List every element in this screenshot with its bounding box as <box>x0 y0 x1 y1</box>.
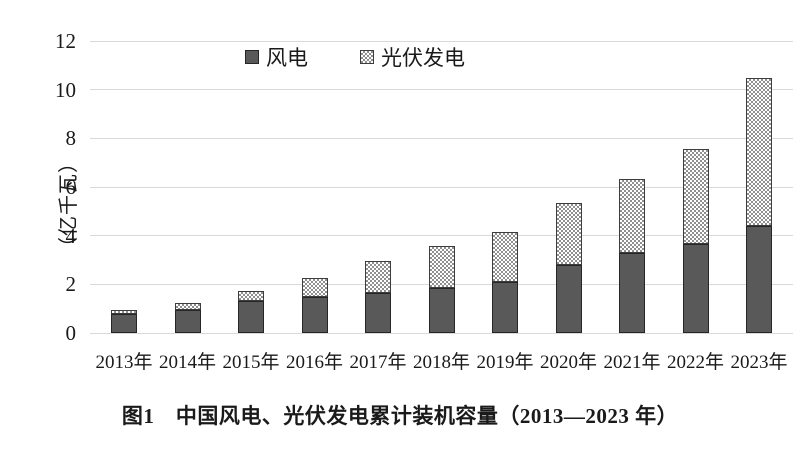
x-label-2016年: 2016年 <box>285 352 343 373</box>
legend-entry-solar: 光伏发电 <box>360 42 465 72</box>
bar-2018年 <box>428 245 455 333</box>
bar-2016年 <box>301 278 328 333</box>
bar-segment-solar-2021年 <box>619 178 645 254</box>
legend-label-solar: 光伏发电 <box>381 46 465 70</box>
bar-segment-solar-2016年 <box>301 278 328 297</box>
bar-segment-solar-2023年 <box>746 77 772 226</box>
wind-legend-swatch-icon <box>245 50 259 64</box>
bar-segment-wind-2022年 <box>682 244 709 333</box>
bar-2020年 <box>555 203 582 333</box>
x-label-2015年: 2015年 <box>222 352 280 373</box>
bar-segment-solar-2013年 <box>111 309 137 315</box>
gridline-y-0 <box>90 332 793 334</box>
bar-2019年 <box>492 232 518 333</box>
legend-label-wind: 风电 <box>266 46 308 70</box>
y-tick-label-2: 2 <box>65 272 77 297</box>
bar-segment-solar-2019年 <box>492 232 518 282</box>
x-label-2021年: 2021年 <box>603 352 661 373</box>
y-tick-label-0: 0 <box>65 321 77 345</box>
solar-legend-swatch-icon <box>360 50 374 64</box>
x-label-2023年: 2023年 <box>730 352 788 373</box>
gridline-y-8 <box>90 137 793 139</box>
bar-segment-wind-2013年 <box>111 314 137 333</box>
bar-segment-wind-2023年 <box>746 225 772 333</box>
bar-segment-solar-2020年 <box>555 203 582 265</box>
bar-2014年 <box>174 302 201 333</box>
x-label-2019年: 2019年 <box>476 352 534 373</box>
plot-area <box>90 40 793 334</box>
x-label-2020年: 2020年 <box>539 352 597 373</box>
bar-segment-solar-2022年 <box>682 148 709 245</box>
bar-2021年 <box>619 178 645 333</box>
y-tick-label-12: 12 <box>55 29 76 53</box>
bar-segment-solar-2017年 <box>365 261 391 294</box>
x-label-2013年: 2013年 <box>95 352 153 373</box>
bar-segment-solar-2015年 <box>238 290 264 302</box>
bar-2013年 <box>111 309 137 333</box>
gridline-y-4 <box>90 235 793 237</box>
bar-segment-solar-2014年 <box>174 302 201 310</box>
bar-segment-solar-2018年 <box>428 245 455 289</box>
bar-segment-wind-2018年 <box>428 288 455 333</box>
y-tick-label-4: 4 <box>65 223 77 248</box>
bar-2017年 <box>365 261 391 333</box>
bar-segment-wind-2016年 <box>301 296 328 333</box>
y-tick-label-6: 6 <box>65 175 77 199</box>
legend-entry-wind: 风电 <box>245 42 308 72</box>
bar-segment-wind-2014年 <box>174 309 201 333</box>
x-label-2017年: 2017年 <box>349 352 407 373</box>
figure-caption: 图1 中国风电、光伏发电累计装机容量（2013—2023 年） <box>121 404 679 428</box>
bar-segment-wind-2019年 <box>492 281 518 333</box>
x-label-2022年: 2022年 <box>666 352 724 373</box>
x-label-2014年: 2014年 <box>158 352 216 373</box>
y-tick-label-8: 8 <box>65 126 77 151</box>
bar-2023年 <box>746 77 772 333</box>
bar-2015年 <box>238 290 264 333</box>
gridline-y-10 <box>90 89 793 91</box>
bar-2022年 <box>682 148 709 333</box>
gridline-y-6 <box>90 186 793 188</box>
legend: 风电 光伏发电 <box>245 42 465 72</box>
bar-segment-wind-2020年 <box>555 264 582 333</box>
x-label-2018年: 2018年 <box>412 352 470 373</box>
bar-segment-wind-2021年 <box>619 253 645 333</box>
gridline-y-12 <box>90 40 793 42</box>
bar-segment-wind-2017年 <box>365 293 391 333</box>
bar-segment-wind-2015年 <box>238 301 264 333</box>
y-tick-label-10: 10 <box>55 77 76 102</box>
